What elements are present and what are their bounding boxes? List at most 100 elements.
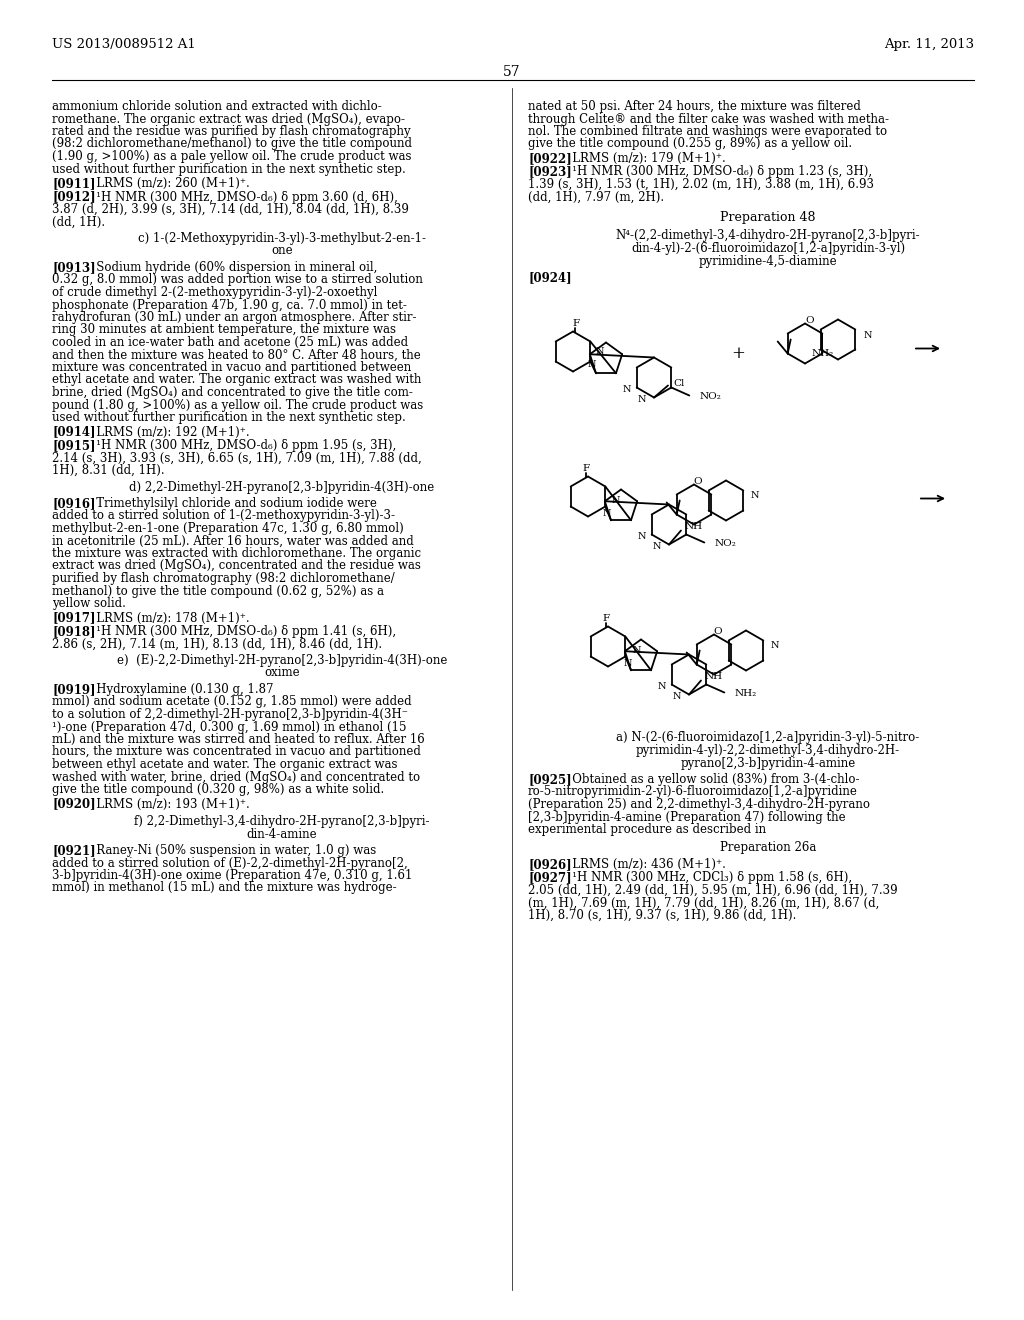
Text: 2.86 (s, 2H), 7.14 (m, 1H), 8.13 (dd, 1H), 8.46 (dd, 1H).: 2.86 (s, 2H), 7.14 (m, 1H), 8.13 (dd, 1H… (52, 638, 382, 651)
Text: LRMS (m/z): 260 (M+1)⁺.: LRMS (m/z): 260 (M+1)⁺. (85, 177, 250, 190)
Text: LRMS (m/z): 193 (M+1)⁺.: LRMS (m/z): 193 (M+1)⁺. (85, 797, 250, 810)
Text: N: N (657, 682, 666, 690)
Text: [0918]: [0918] (52, 624, 95, 638)
Text: F: F (572, 319, 580, 327)
Text: N: N (603, 510, 611, 517)
Text: rated and the residue was purified by flash chromatography: rated and the residue was purified by fl… (52, 125, 411, 139)
Text: [0916]: [0916] (52, 498, 95, 510)
Text: N⁴-(2,2-dimethyl-3,4-dihydro-2H-pyrano[2,3-b]pyri-: N⁴-(2,2-dimethyl-3,4-dihydro-2H-pyrano[2… (615, 230, 921, 243)
Text: to a solution of 2,2-dimethyl-2H-pyrano[2,3-b]pyridin-4(3H⁻: to a solution of 2,2-dimethyl-2H-pyrano[… (52, 708, 408, 721)
Text: Obtained as a yellow solid (83%) from 3-(4-chlo-: Obtained as a yellow solid (83%) from 3-… (561, 774, 860, 785)
Text: mixture was concentrated in vacuo and partitioned between: mixture was concentrated in vacuo and pa… (52, 360, 412, 374)
Text: 1H), 8.31 (dd, 1H).: 1H), 8.31 (dd, 1H). (52, 465, 165, 477)
Text: methanol) to give the title compound (0.62 g, 52%) as a: methanol) to give the title compound (0.… (52, 585, 384, 598)
Text: mL) and the mixture was stirred and heated to reflux. After 16: mL) and the mixture was stirred and heat… (52, 733, 425, 746)
Text: purified by flash chromatography (98:2 dichloromethane/: purified by flash chromatography (98:2 d… (52, 572, 394, 585)
Text: nol. The combined filtrate and washings were evaporated to: nol. The combined filtrate and washings … (528, 125, 887, 139)
Text: ¹H NMR (300 MHz, DMSO-d₆) δ ppm 1.95 (s, 3H),: ¹H NMR (300 MHz, DMSO-d₆) δ ppm 1.95 (s,… (85, 440, 396, 451)
Text: experimental procedure as described in: experimental procedure as described in (528, 822, 766, 836)
Text: added to a stirred solution of 1-(2-methoxypyridin-3-yl)-3-: added to a stirred solution of 1-(2-meth… (52, 510, 395, 523)
Text: pyrimidin-4-yl)-2,2-dimethyl-3,4-dihydro-2H-: pyrimidin-4-yl)-2,2-dimethyl-3,4-dihydro… (636, 744, 900, 756)
Text: NH₂: NH₂ (811, 348, 834, 358)
Text: 3-b]pyridin-4(3H)-one oxime (Preparation 47e, 0.310 g, 1.61: 3-b]pyridin-4(3H)-one oxime (Preparation… (52, 869, 413, 882)
Text: [0926]: [0926] (528, 858, 571, 871)
Text: ¹H NMR (300 MHz, DMSO-d₆) δ ppm 3.60 (d, 6H),: ¹H NMR (300 MHz, DMSO-d₆) δ ppm 3.60 (d,… (85, 190, 398, 203)
Text: Hydroxylamine (0.130 g, 1.87: Hydroxylamine (0.130 g, 1.87 (85, 682, 273, 696)
Text: (Preparation 25) and 2,2-dimethyl-3,4-dihydro-2H-pyrano: (Preparation 25) and 2,2-dimethyl-3,4-di… (528, 799, 870, 810)
Text: N: N (588, 360, 596, 370)
Text: N: N (633, 645, 641, 655)
Text: (m, 1H), 7.69 (m, 1H), 7.79 (dd, 1H), 8.26 (m, 1H), 8.67 (d,: (m, 1H), 7.69 (m, 1H), 7.79 (dd, 1H), 8.… (528, 896, 880, 909)
Text: phosphonate (Preparation 47b, 1.90 g, ca. 7.0 mmol) in tet-: phosphonate (Preparation 47b, 1.90 g, ca… (52, 298, 407, 312)
Text: N: N (637, 532, 646, 541)
Text: Trimethylsilyl chloride and sodium iodide were: Trimethylsilyl chloride and sodium iodid… (85, 498, 377, 510)
Text: f) 2,2-Dimethyl-3,4-dihydro-2H-pyrano[2,3-b]pyri-: f) 2,2-Dimethyl-3,4-dihydro-2H-pyrano[2,… (134, 814, 430, 828)
Text: Preparation 48: Preparation 48 (720, 211, 816, 224)
Text: cooled in an ice-water bath and acetone (25 mL) was added: cooled in an ice-water bath and acetone … (52, 337, 409, 348)
Text: N: N (864, 331, 872, 341)
Text: yellow solid.: yellow solid. (52, 597, 126, 610)
Text: pyrimidine-4,5-diamine: pyrimidine-4,5-diamine (698, 255, 838, 268)
Text: ¹)-one (Preparation 47d, 0.300 g, 1.69 mmol) in ethanol (15: ¹)-one (Preparation 47d, 0.300 g, 1.69 m… (52, 721, 407, 734)
Text: ¹H NMR (300 MHz, CDCl₃) δ ppm 1.58 (s, 6H),: ¹H NMR (300 MHz, CDCl₃) δ ppm 1.58 (s, 6… (561, 871, 852, 884)
Text: O: O (806, 315, 814, 325)
Text: N: N (652, 543, 662, 550)
Text: give the title compound (0.320 g, 98%) as a white solid.: give the title compound (0.320 g, 98%) a… (52, 783, 384, 796)
Text: added to a stirred solution of (E)-2,2-dimethyl-2H-pyrano[2,: added to a stirred solution of (E)-2,2-d… (52, 857, 408, 870)
Text: ¹H NMR (300 MHz, DMSO-d₆) δ ppm 1.23 (s, 3H),: ¹H NMR (300 MHz, DMSO-d₆) δ ppm 1.23 (s,… (561, 165, 872, 178)
Text: ro-5-nitropyrimidin-2-yl)-6-fluoroimidazo[1,2-a]pyridine: ro-5-nitropyrimidin-2-yl)-6-fluoroimidaz… (528, 785, 858, 799)
Text: 1H), 8.70 (s, 1H), 9.37 (s, 1H), 9.86 (dd, 1H).: 1H), 8.70 (s, 1H), 9.37 (s, 1H), 9.86 (d… (528, 909, 797, 921)
Text: (dd, 1H).: (dd, 1H). (52, 215, 105, 228)
Text: oxime: oxime (264, 667, 300, 680)
Text: and then the mixture was heated to 80° C. After 48 hours, the: and then the mixture was heated to 80° C… (52, 348, 421, 362)
Text: O: O (714, 627, 722, 636)
Text: N: N (751, 491, 760, 500)
Text: Raney-Ni (50% suspension in water, 1.0 g) was: Raney-Ni (50% suspension in water, 1.0 g… (85, 843, 377, 857)
Text: a) N-(2-(6-fluoroimidazo[1,2-a]pyridin-3-yl)-5-nitro-: a) N-(2-(6-fluoroimidazo[1,2-a]pyridin-3… (616, 731, 920, 744)
Text: N: N (638, 395, 646, 404)
Text: LRMS (m/z): 178 (M+1)⁺.: LRMS (m/z): 178 (M+1)⁺. (85, 611, 250, 624)
Text: [0924]: [0924] (528, 271, 571, 284)
Text: (98:2 dichloromethane/methanol) to give the title compound: (98:2 dichloromethane/methanol) to give … (52, 137, 412, 150)
Text: methylbut-2-en-1-one (Preparation 47c, 1.30 g, 6.80 mmol): methylbut-2-en-1-one (Preparation 47c, 1… (52, 521, 403, 535)
Text: [0923]: [0923] (528, 165, 571, 178)
Text: pyrano[2,3-b]pyridin-4-amine: pyrano[2,3-b]pyridin-4-amine (680, 756, 856, 770)
Text: [0925]: [0925] (528, 774, 571, 785)
Text: 3.87 (d, 2H), 3.99 (s, 3H), 7.14 (dd, 1H), 8.04 (dd, 1H), 8.39: 3.87 (d, 2H), 3.99 (s, 3H), 7.14 (dd, 1H… (52, 203, 409, 216)
Text: in acetonitrile (25 mL). After 16 hours, water was added and: in acetonitrile (25 mL). After 16 hours,… (52, 535, 414, 548)
Text: of crude dimethyl 2-(2-methoxypyridin-3-yl)-2-oxoethyl: of crude dimethyl 2-(2-methoxypyridin-3-… (52, 286, 378, 300)
Text: din-4-amine: din-4-amine (247, 828, 317, 841)
Text: ¹H NMR (300 MHz, DMSO-d₆) δ ppm 1.41 (s, 6H),: ¹H NMR (300 MHz, DMSO-d₆) δ ppm 1.41 (s,… (85, 624, 396, 638)
Text: through Celite® and the filter cake was washed with metha-: through Celite® and the filter cake was … (528, 112, 889, 125)
Text: +: + (731, 345, 744, 362)
Text: US 2013/0089512 A1: US 2013/0089512 A1 (52, 38, 196, 51)
Text: e)  (E)-2,2-Dimethyl-2H-pyrano[2,3-b]pyridin-4(3H)-one: e) (E)-2,2-Dimethyl-2H-pyrano[2,3-b]pyri… (117, 653, 447, 667)
Text: [0920]: [0920] (52, 797, 95, 810)
Text: [0919]: [0919] (52, 682, 95, 696)
Text: give the title compound (0.255 g, 89%) as a yellow oil.: give the title compound (0.255 g, 89%) a… (528, 137, 852, 150)
Text: Sodium hydride (60% dispersion in mineral oil,: Sodium hydride (60% dispersion in minera… (85, 261, 378, 275)
Text: mmol) and sodium acetate (0.152 g, 1.85 mmol) were added: mmol) and sodium acetate (0.152 g, 1.85 … (52, 696, 412, 709)
Text: N: N (596, 347, 604, 356)
Text: rahydrofuran (30 mL) under an argon atmosphere. After stir-: rahydrofuran (30 mL) under an argon atmo… (52, 312, 417, 323)
Text: romethane. The organic extract was dried (MgSO₄), evapo-: romethane. The organic extract was dried… (52, 112, 406, 125)
Text: [0915]: [0915] (52, 440, 95, 451)
Text: [0917]: [0917] (52, 611, 95, 624)
Text: [0913]: [0913] (52, 261, 95, 275)
Text: mmol) in methanol (15 mL) and the mixture was hydroge-: mmol) in methanol (15 mL) and the mixtur… (52, 882, 396, 895)
Text: extract was dried (MgSO₄), concentrated and the residue was: extract was dried (MgSO₄), concentrated … (52, 560, 421, 573)
Text: washed with water, brine, dried (MgSO₄) and concentrated to: washed with water, brine, dried (MgSO₄) … (52, 771, 420, 784)
Text: [0927]: [0927] (528, 871, 571, 884)
Text: ammonium chloride solution and extracted with dichlo-: ammonium chloride solution and extracted… (52, 100, 382, 114)
Text: [0921]: [0921] (52, 843, 95, 857)
Text: 2.14 (s, 3H), 3.93 (s, 3H), 6.65 (s, 1H), 7.09 (m, 1H), 7.88 (dd,: 2.14 (s, 3H), 3.93 (s, 3H), 6.65 (s, 1H)… (52, 451, 422, 465)
Text: ethyl acetate and water. The organic extract was washed with: ethyl acetate and water. The organic ext… (52, 374, 421, 387)
Text: Apr. 11, 2013: Apr. 11, 2013 (884, 38, 974, 51)
Text: Cl: Cl (673, 379, 684, 388)
Text: N: N (673, 692, 681, 701)
Text: between ethyl acetate and water. The organic extract was: between ethyl acetate and water. The org… (52, 758, 397, 771)
Text: [0922]: [0922] (528, 152, 571, 165)
Text: NH₂: NH₂ (734, 689, 757, 698)
Text: one: one (271, 244, 293, 257)
Text: N: N (623, 385, 631, 393)
